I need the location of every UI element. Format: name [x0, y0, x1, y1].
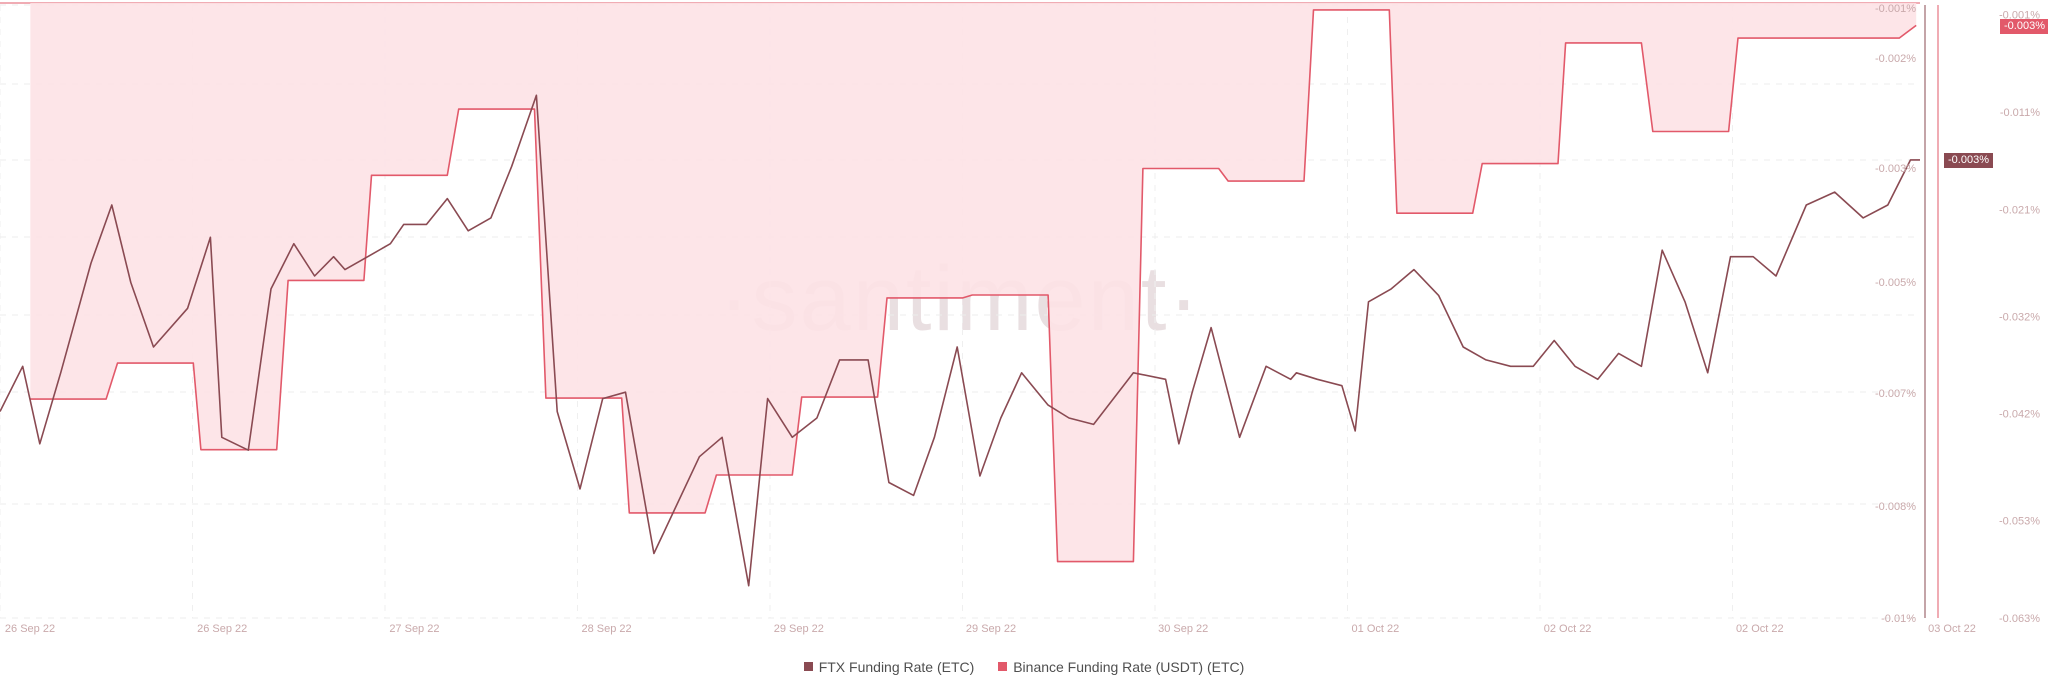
x-axis-tick: 27 Sep 22	[389, 623, 439, 635]
left-axis-tick: -0.002%	[1875, 53, 1916, 65]
right-axis-tick: -0.032%	[1999, 311, 2040, 323]
chart-legend: FTX Funding Rate (ETC) Binance Funding R…	[0, 658, 2048, 675]
x-axis-tick: 29 Sep 22	[966, 623, 1016, 635]
x-axis-tick: 26 Sep 22	[197, 623, 247, 635]
left-axis: -0.001% -0.002% -0.003% -0.005% -0.007% -0.00…	[1875, 3, 1926, 625]
legend-swatch-ftx	[803, 662, 813, 671]
ftx-current-value-badge: -0.003%	[1944, 153, 1993, 168]
binance-line	[30, 9, 1917, 563]
binance-current-value-badge: -0.003%	[2000, 19, 2048, 34]
right-axis-tick: -0.053%	[1999, 516, 2040, 528]
x-axis-tick: 30 Sep 22	[1158, 623, 1208, 635]
legend-label-binance: Binance Funding Rate (USDT) (ETC)	[1013, 658, 1245, 675]
right-axis-tick: -0.063%	[1999, 613, 2040, 625]
x-axis-tick: 01 Oct 22	[1352, 623, 1400, 635]
legend-item-binance[interactable]: Binance Funding Rate (USDT) (ETC)	[998, 659, 1244, 675]
left-axis-tick: -0.003%	[1875, 163, 1916, 175]
ftx-line	[0, 94, 1920, 587]
legend-label-ftx: FTX Funding Rate (ETC)	[818, 658, 975, 675]
binance-area	[30, 3, 1917, 562]
x-axis-tick: 29 Sep 22	[774, 623, 824, 635]
left-axis-tick: -0.008%	[1875, 501, 1916, 513]
left-axis-tick: -0.01%	[1881, 613, 1916, 625]
right-axis-tick: -0.011%	[2000, 107, 2040, 119]
legend-swatch-binance	[998, 662, 1008, 671]
x-axis-tick: 02 Oct 22	[1544, 623, 1592, 635]
right-axis-tick: -0.001%	[1999, 10, 2040, 22]
x-axis: 26 Sep 22 26 Sep 22 27 Sep 22 28 Sep 22 29 S…	[5, 623, 1976, 635]
legend-item-ftx[interactable]: FTX Funding Rate (ETC)	[803, 658, 975, 675]
series-lines	[0, 9, 1920, 587]
area-fills	[30, 3, 1917, 562]
right-axis: -0.001% -0.011% -0.021% -0.032% -0.042% -0.05…	[1937, 5, 2040, 625]
x-axis-tick: 03 Oct 22	[1928, 623, 1976, 635]
x-axis-tick: 02 Oct 22	[1736, 623, 1784, 635]
left-axis-tick: -0.005%	[1875, 277, 1916, 289]
left-axis-tick: -0.001%	[1875, 3, 1916, 15]
x-axis-tick: 26 Sep 22	[5, 623, 55, 635]
x-axis-tick: 28 Sep 22	[582, 623, 632, 635]
right-axis-tick: -0.021%	[1999, 204, 2040, 216]
right-axis-tick: -0.042%	[1999, 409, 2040, 421]
left-axis-tick: -0.007%	[1875, 388, 1916, 400]
